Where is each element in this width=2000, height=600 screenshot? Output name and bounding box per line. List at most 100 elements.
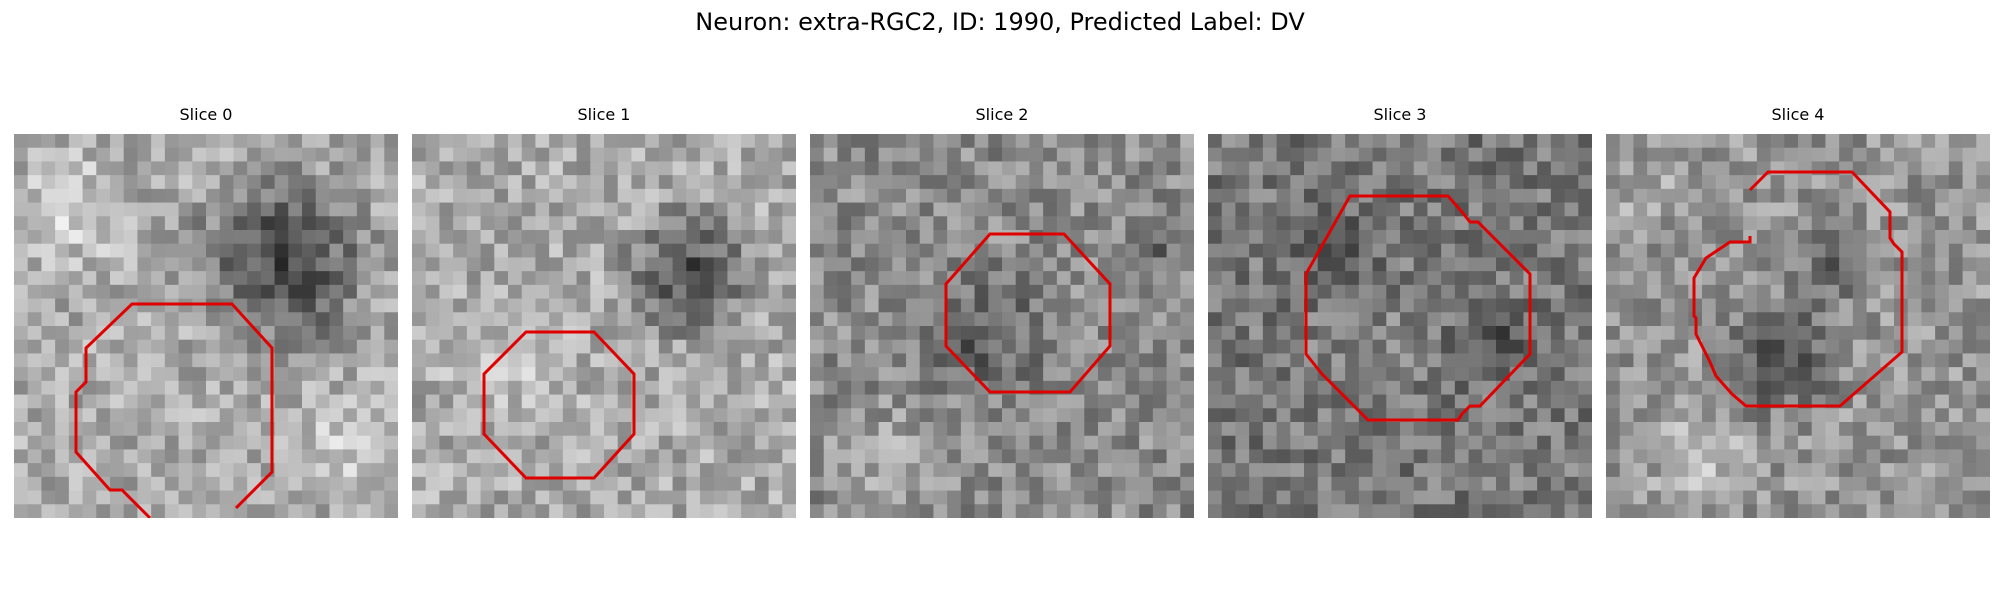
image-pixel (1208, 312, 1223, 327)
image-pixel (617, 504, 633, 518)
image-pixel (741, 230, 756, 245)
image-pixel (370, 312, 385, 327)
image-pixel (768, 257, 783, 272)
image-pixel (1400, 326, 1415, 341)
image-pixel (1976, 298, 1990, 313)
image-pixel (1907, 202, 1923, 217)
image-pixel (329, 134, 344, 149)
image-pixel (1276, 216, 1291, 231)
image-pixel (1400, 271, 1415, 286)
image-pixel (1043, 326, 1058, 341)
image-pixel (302, 367, 317, 382)
image-pixel (700, 422, 715, 437)
image-pixel (1331, 449, 1346, 464)
image-pixel (549, 134, 564, 149)
image-pixel (1002, 230, 1017, 245)
image-pixel (1839, 326, 1854, 341)
image-pixel (576, 161, 591, 176)
image-pixel (1839, 216, 1854, 231)
image-pixel (1454, 257, 1470, 272)
image-pixel (782, 216, 796, 231)
image-pixel (1208, 380, 1223, 396)
image-pixel (1317, 435, 1333, 451)
image-pixel (892, 134, 907, 149)
image-pixel (1550, 353, 1566, 368)
image-pixel (1578, 257, 1592, 272)
image-pixel (1070, 257, 1085, 272)
image-pixel (1413, 147, 1429, 163)
image-pixel (329, 230, 344, 245)
image-pixel (1139, 161, 1154, 176)
image-pixel (1743, 353, 1758, 368)
image-pixel (892, 202, 907, 217)
image-pixel (260, 147, 276, 163)
image-pixel (1098, 367, 1113, 382)
image-pixel (329, 504, 344, 518)
image-pixel (672, 216, 687, 231)
image-pixel (1606, 504, 1621, 518)
image-pixel (288, 490, 303, 505)
image-pixel (1043, 188, 1058, 204)
image-pixel (754, 408, 770, 423)
image-pixel (1413, 339, 1429, 355)
image-pixel (1454, 147, 1470, 163)
image-pixel (96, 449, 111, 464)
image-pixel (110, 449, 125, 464)
image-pixel (1825, 463, 1840, 478)
image-pixel (604, 216, 619, 231)
image-pixel (41, 284, 56, 300)
image-pixel (329, 284, 344, 300)
image-pixel (27, 435, 43, 451)
image-pixel (164, 216, 180, 231)
image-pixel (590, 394, 605, 409)
image-pixel (658, 257, 674, 272)
image-pixel (370, 463, 385, 478)
image-pixel (1619, 202, 1635, 217)
image-pixel (1139, 216, 1154, 231)
image-pixel (370, 216, 385, 231)
image-pixel (521, 367, 537, 382)
image-pixel (851, 216, 866, 231)
image-pixel (1523, 202, 1538, 217)
image-pixel (206, 216, 221, 231)
image-pixel (562, 202, 578, 217)
image-pixel (1029, 312, 1044, 327)
image-pixel (494, 134, 509, 149)
image-pixel (1139, 504, 1154, 518)
image-pixel (604, 339, 619, 355)
image-pixel (974, 188, 989, 204)
image-pixel (933, 188, 948, 204)
image-pixel (1331, 188, 1346, 204)
image-pixel (1606, 312, 1621, 327)
image-pixel (1976, 161, 1990, 176)
image-pixel (494, 202, 509, 217)
image-pixel (562, 312, 578, 327)
image-pixel (1221, 422, 1237, 437)
image-pixel (1688, 463, 1703, 478)
image-pixel (754, 298, 770, 313)
image-pixel (1098, 422, 1113, 437)
image-pixel (947, 476, 962, 492)
image-pixel (768, 367, 783, 382)
image-pixel (1235, 257, 1250, 272)
image-pixel (384, 175, 398, 190)
image-pixel (480, 435, 495, 451)
image-pixel (1358, 422, 1374, 437)
image-pixel (1564, 243, 1579, 259)
image-pixel (1564, 284, 1579, 300)
image-pixel (1962, 257, 1977, 272)
image-pixel (55, 175, 70, 190)
image-pixel (480, 353, 495, 368)
image-pixel (1976, 326, 1990, 341)
image-pixel (384, 230, 398, 245)
image-pixel (631, 175, 646, 190)
image-pixel (1798, 298, 1813, 313)
image-pixel (453, 243, 468, 259)
image-pixel (1962, 202, 1977, 217)
image-pixel (741, 408, 756, 423)
image-pixel (741, 298, 756, 313)
image-pixel (562, 257, 578, 272)
image-pixel (658, 339, 674, 355)
image-pixel (137, 435, 152, 451)
image-pixel (1550, 490, 1566, 505)
